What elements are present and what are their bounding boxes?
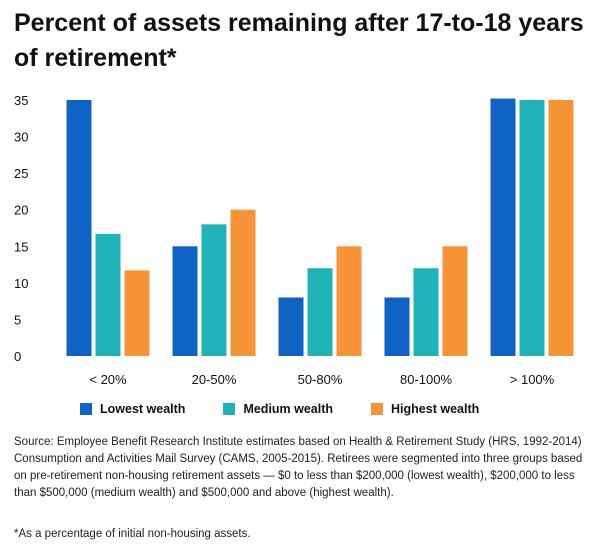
x-tick-label: 50-80% bbox=[298, 372, 343, 387]
bar-chart: 0 5 10 15 20 25 30 35 < 20% 20-50% 50-80% 80-100% >… bbox=[14, 93, 574, 387]
bar-highest bbox=[230, 209, 256, 356]
bar-medium bbox=[95, 233, 121, 356]
legend-item-medium: Medium wealth bbox=[223, 402, 333, 416]
footnote: *As a percentage of initial non-housing … bbox=[14, 528, 251, 540]
legend-label-highest: Highest wealth bbox=[391, 402, 480, 416]
legend-swatch-medium bbox=[223, 403, 236, 415]
bar-highest bbox=[124, 270, 150, 356]
y-tick-label: 0 bbox=[14, 349, 21, 364]
legend-swatch-lowest bbox=[80, 403, 92, 415]
x-tick-label: > 100% bbox=[510, 372, 555, 387]
legend-label-lowest: Lowest wealth bbox=[100, 402, 186, 416]
y-tick-label: 25 bbox=[14, 166, 28, 181]
bar-medium bbox=[519, 100, 545, 356]
chart-title: Percent of assets remaining after 17-to-… bbox=[14, 9, 584, 72]
y-tick-label: 15 bbox=[14, 239, 28, 254]
x-tick-label: 80-100% bbox=[400, 372, 452, 387]
bars bbox=[66, 98, 574, 356]
y-tick-label: 35 bbox=[14, 93, 28, 108]
legend: Lowest wealth Medium wealth Highest weal… bbox=[80, 402, 517, 416]
x-tick-label: < 20% bbox=[89, 372, 127, 387]
y-tick-label: 20 bbox=[14, 203, 28, 218]
bar-lowest bbox=[278, 297, 304, 356]
legend-swatch-highest bbox=[371, 403, 384, 415]
y-tick-label: 5 bbox=[14, 312, 21, 327]
bar-highest bbox=[336, 246, 362, 356]
y-tick-label: 10 bbox=[14, 276, 28, 291]
legend-label-medium: Medium wealth bbox=[243, 402, 334, 416]
x-axis: < 20% 20-50% 50-80% 80-100% > 100% bbox=[89, 372, 554, 387]
bar-lowest bbox=[66, 100, 92, 356]
source-note: Source: Employee Benefit Research Instit… bbox=[14, 436, 583, 499]
bar-highest bbox=[442, 246, 468, 356]
bar-medium bbox=[307, 268, 333, 356]
bar-highest bbox=[548, 100, 574, 356]
bar-medium bbox=[413, 268, 439, 356]
x-tick-label: 20-50% bbox=[192, 372, 237, 387]
bar-lowest bbox=[384, 297, 410, 356]
y-tick-label: 30 bbox=[14, 130, 28, 145]
bar-lowest bbox=[490, 98, 516, 356]
legend-item-lowest: Lowest wealth bbox=[80, 402, 185, 416]
legend-item-highest: Highest wealth bbox=[371, 402, 479, 416]
bar-medium bbox=[201, 224, 227, 356]
bar-lowest bbox=[172, 246, 198, 356]
y-axis: 0 5 10 15 20 25 30 35 bbox=[14, 93, 28, 364]
